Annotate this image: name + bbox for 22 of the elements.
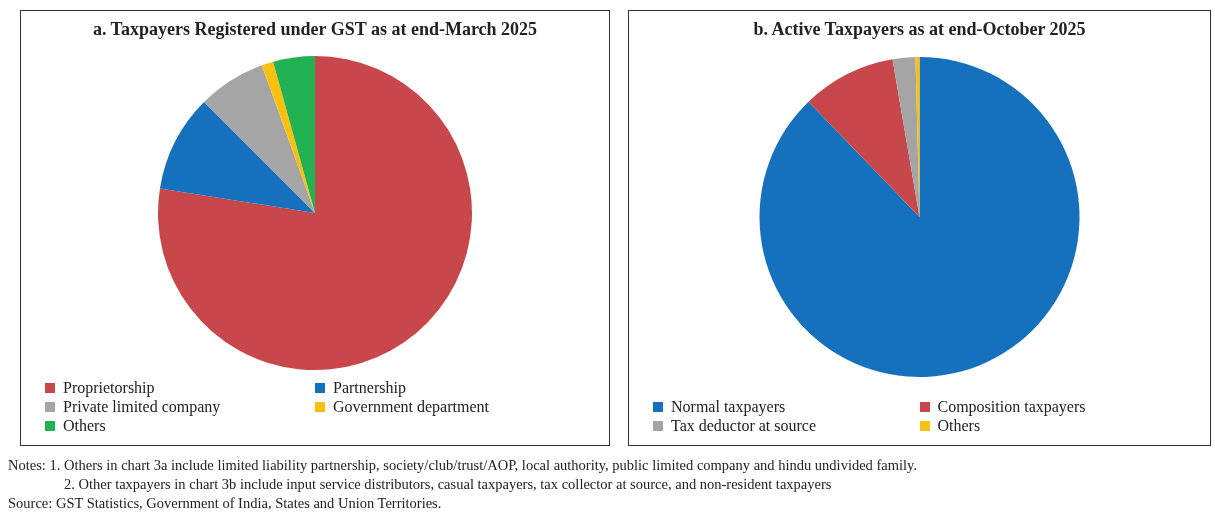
pie-slice [273,56,315,213]
pie-slice [759,57,1080,377]
legend-label: Others [63,417,106,435]
legend-label: Normal taxpayers [671,398,786,416]
legend-label: Partnership [333,379,406,397]
text: 2. Other taxpayers in chart 3b include input service distributors, casual taxpayers, tax collector at source, and non-resident taxpayers [63,475,833,494]
pie-slice [261,61,315,213]
pie-slice [915,57,920,217]
pie-slice [159,101,315,213]
pie-slice [203,65,315,213]
pie-slice [158,56,472,370]
legend-label: Others [937,417,981,435]
chart-title: b. Active Taxpayers as at end-October 2025 [752,19,1087,40]
source-note: Source: GST Statistics, Government of India, States and Union Territories. [8,494,443,513]
legend-label: Government department [333,398,489,416]
pie-slice [808,59,920,217]
legend-label: Composition taxpayers [937,398,1086,416]
legend-label: Proprietorship [63,379,155,397]
legend-label: Private limited company [63,398,221,416]
chart-title: a. Taxpayers Registered under GST as at end-March 2025 [91,19,539,40]
legend-label: Tax deductor at source [671,417,817,435]
text: Notes: 1. Others in chart 3a include limited liability partnership, society/club/trust/AOP, local authority, public limited company and hindu undivided family. [8,456,919,475]
